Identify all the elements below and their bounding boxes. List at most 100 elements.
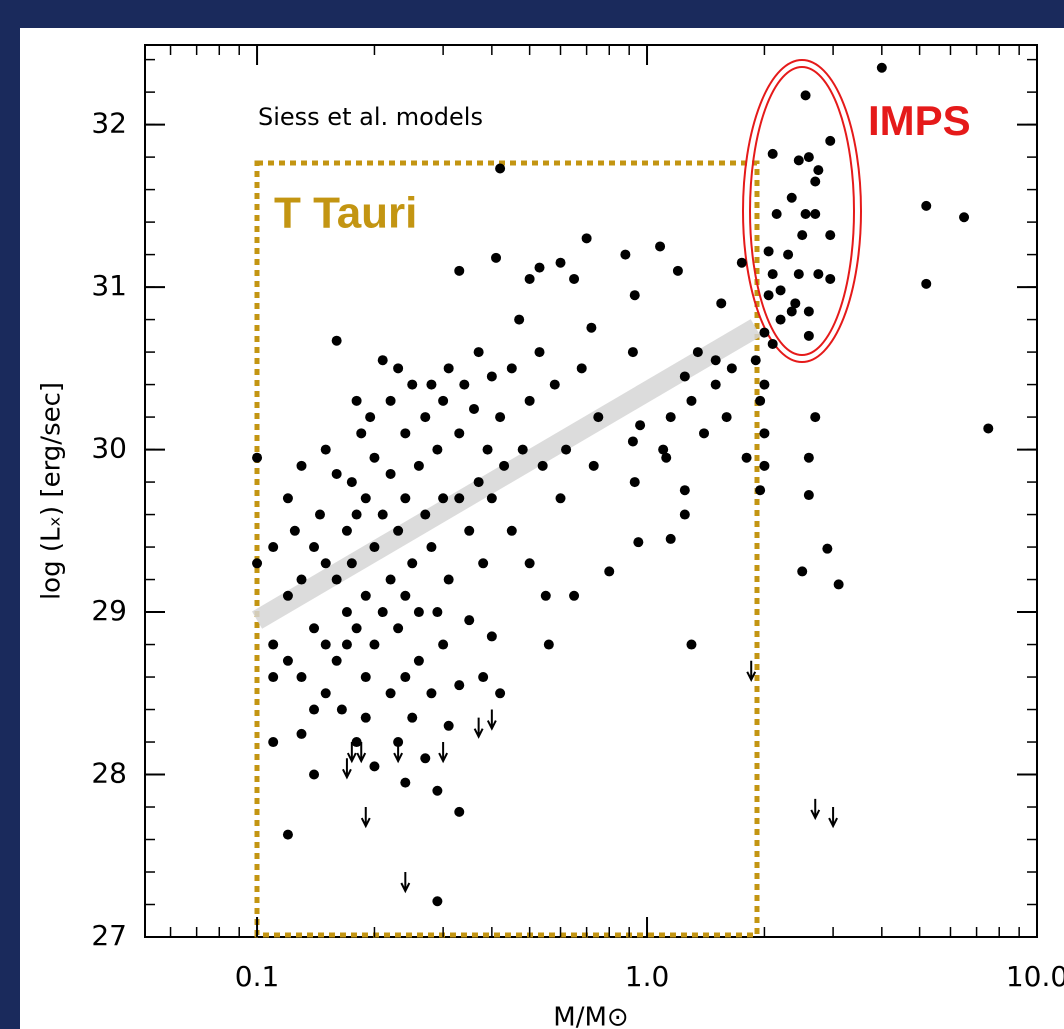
data-point <box>495 163 506 174</box>
data-point <box>443 363 454 374</box>
data-point <box>296 574 307 585</box>
data-point <box>710 379 721 390</box>
data-point <box>790 298 801 309</box>
upper-limit <box>342 758 352 780</box>
data-point <box>797 566 808 577</box>
data-point <box>365 412 376 423</box>
data-point <box>486 371 497 382</box>
x-tick-label: 10.0 <box>1006 960 1064 993</box>
upper-limit <box>746 660 757 683</box>
data-point <box>400 777 411 788</box>
data-point <box>767 148 778 159</box>
data-point <box>438 493 449 504</box>
data-point <box>699 428 710 439</box>
ttauri-box <box>254 160 760 938</box>
data-point <box>627 347 638 358</box>
upper-limit <box>473 717 484 739</box>
data-point <box>686 395 697 406</box>
data-point <box>385 468 396 479</box>
data-point <box>876 62 887 73</box>
data-point <box>314 509 325 520</box>
data-point <box>309 769 320 780</box>
data-point <box>420 509 431 520</box>
x-tick-label: 0.1 <box>235 960 280 993</box>
data-point <box>775 314 786 325</box>
data-point <box>755 395 766 406</box>
data-point <box>443 720 454 731</box>
data-point <box>400 672 411 683</box>
data-point <box>569 590 580 601</box>
data-point <box>810 208 821 219</box>
data-point <box>438 395 449 406</box>
data-point <box>420 412 431 423</box>
data-point <box>369 542 380 553</box>
data-point <box>360 493 371 504</box>
data-point <box>921 278 932 289</box>
data-point <box>289 525 300 536</box>
data-point <box>320 444 331 455</box>
data-point <box>443 574 454 585</box>
panel <box>20 28 1064 1029</box>
upper-limit <box>438 742 449 764</box>
data-point <box>309 704 320 715</box>
data-point <box>413 655 424 666</box>
data-point <box>803 452 814 463</box>
data-point <box>369 452 380 463</box>
data-point <box>393 363 404 374</box>
data-point <box>726 363 737 374</box>
data-point <box>555 257 566 268</box>
data-point <box>360 590 371 601</box>
data-point <box>351 395 362 406</box>
data-point <box>385 574 396 585</box>
data-point <box>478 672 489 683</box>
data-point <box>921 200 932 211</box>
data-point <box>377 509 388 520</box>
data-point <box>629 477 640 488</box>
data-point <box>377 355 388 366</box>
imps-label: IMPS <box>868 97 971 144</box>
data-point <box>537 460 548 471</box>
data-point <box>771 208 782 219</box>
data-point <box>783 249 794 260</box>
data-point <box>473 477 484 488</box>
data-point <box>763 246 774 257</box>
data-point <box>825 273 836 284</box>
data-point <box>593 412 604 423</box>
y-tick-label: 32 <box>91 107 127 140</box>
data-point <box>454 428 465 439</box>
data-point <box>506 525 517 536</box>
data-point <box>767 338 778 349</box>
data-point <box>800 90 811 101</box>
data-point <box>759 460 770 471</box>
data-point <box>407 379 418 390</box>
data-point <box>679 371 690 382</box>
data-point <box>351 623 362 634</box>
data-point <box>331 574 342 585</box>
data-point <box>369 639 380 650</box>
data-point <box>336 704 347 715</box>
data-point <box>576 363 587 374</box>
data-point <box>514 314 525 325</box>
data-point <box>786 306 797 317</box>
data-point <box>432 607 443 618</box>
data-point <box>282 590 293 601</box>
data-point <box>486 631 497 642</box>
data-point <box>268 639 279 650</box>
upper-limit <box>360 807 371 829</box>
data-point <box>413 460 424 471</box>
data-point <box>454 680 465 691</box>
data-point <box>438 639 449 650</box>
data-point <box>400 493 411 504</box>
y-tick-label: 28 <box>91 757 127 790</box>
data-point <box>296 672 307 683</box>
data-point <box>534 262 545 273</box>
data-point <box>627 436 638 447</box>
data-point <box>524 395 535 406</box>
data-point <box>786 192 797 203</box>
data-point <box>716 298 727 309</box>
upper-limit <box>356 742 367 764</box>
data-point <box>346 477 357 488</box>
data-point <box>309 623 320 634</box>
data-point <box>407 712 418 723</box>
